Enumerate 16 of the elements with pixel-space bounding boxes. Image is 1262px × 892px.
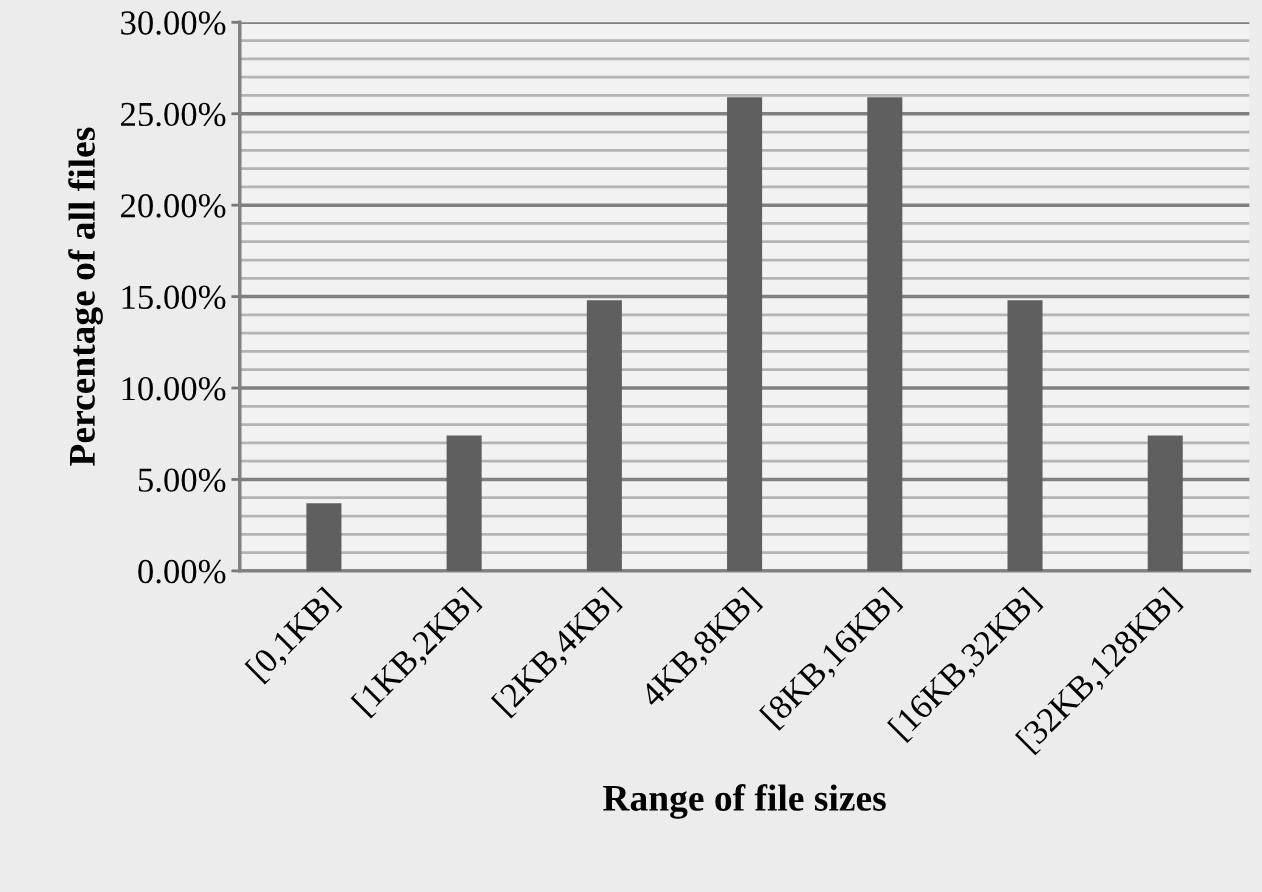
bar (867, 97, 903, 571)
y-tick-label: 15.00% (122, 285, 226, 310)
y-tick-label: 10.00% (122, 376, 226, 401)
y-tick-label: 5.00% (138, 468, 226, 492)
y-tick-label: 0.00% (138, 559, 226, 584)
bar (586, 300, 622, 571)
y-tick-label: 25.00% (121, 102, 226, 127)
bar (1007, 300, 1043, 571)
bar (306, 503, 342, 571)
y-tick-label: 20.00% (121, 194, 226, 218)
bar (1147, 435, 1183, 571)
bar (446, 435, 482, 571)
y-axis-title: Percentage of all files (68, 127, 103, 466)
x-axis-title: Range of file sizes (603, 784, 886, 819)
bar (727, 97, 763, 571)
y-tick-label: 30.00% (121, 11, 226, 35)
